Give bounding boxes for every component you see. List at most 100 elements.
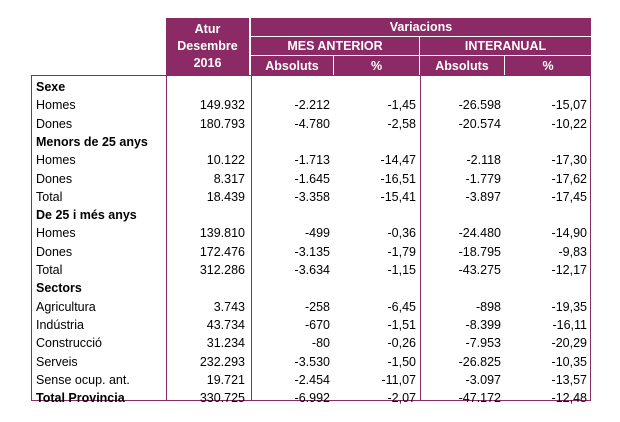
row-label: De 25 i més anys (36, 208, 137, 223)
var-mes-pct-cell: -1,15 (387, 263, 417, 277)
column-divider (251, 76, 252, 400)
atur-value-cell: 139.810 (199, 226, 245, 241)
var-mes-absoluts-cell: -3.530 (294, 354, 330, 369)
var-mes-absoluts-cell: -1.713 (294, 153, 330, 168)
row-label: Total (36, 263, 63, 277)
table-row: Indústria 43.734 -670 -1,51 -8.399 -16,11 (32, 316, 590, 334)
atur-value-cell: 3.743 (213, 299, 245, 314)
var-interanual-absoluts-cell: -3.097 (465, 372, 501, 387)
row-label: Total Provincia (36, 391, 125, 406)
row-label: Sectors (36, 281, 82, 296)
var-interanual-pct-cell: -12,48 (551, 391, 587, 406)
col-header-pct-interanual: % (505, 56, 591, 75)
var-mes-absoluts-cell: -80 (311, 336, 330, 351)
var-interanual-pct-cell: -20,29 (551, 336, 587, 351)
var-mes-pct-cell: -11,07 (381, 372, 416, 387)
table-row: Homes 149.932 -2.212 -1,45 -26.598 -15,07 (32, 96, 590, 114)
var-mes-absoluts-cell: -1.645 (294, 171, 330, 186)
row-label: Indústria (36, 317, 84, 332)
var-interanual-pct-cell: -10,22 (551, 116, 587, 131)
var-interanual-pct-cell: -17,45 (551, 189, 587, 204)
var-interanual-absoluts-cell: -26.598 (458, 98, 501, 113)
var-mes-absoluts-cell: -670 (304, 317, 330, 332)
table-row: Homes 139.810 -499 -0,36 -24.480 -14,90 (32, 224, 590, 242)
atur-value-cell: 8.317 (213, 171, 245, 186)
row-label: Homes (36, 226, 76, 241)
var-mes-pct-cell: -16,51 (380, 171, 416, 186)
var-mes-pct-cell: -14,47 (380, 153, 416, 168)
var-mes-pct-cell: -2,07 (387, 391, 417, 406)
row-label: Serveis (36, 354, 78, 369)
header-mes-anterior: MES ANTERIOR (251, 37, 419, 55)
var-interanual-absoluts-cell: -2.118 (466, 153, 501, 168)
table-row: Serveis 232.293 -3.530 -1,50 -26.825 -10,35 (32, 353, 590, 371)
var-mes-absoluts-cell: -3.358 (294, 189, 330, 204)
column-divider (166, 76, 167, 400)
atur-value-cell: 43.734 (206, 317, 245, 332)
atur-value-cell: 19.721 (206, 372, 245, 387)
row-label: Menors de 25 anys (36, 134, 148, 149)
var-mes-absoluts-cell: -2.212 (294, 98, 330, 113)
data-table: Sexe Homes 149.932 -2.212 -1,45 -26.598 -15,07… (31, 75, 591, 405)
row-label: Sense ocup. ant. (36, 372, 130, 387)
table-row: Sense ocup. ant. 19.721 -2.454 -11,07 -3.097… (32, 371, 590, 389)
atur-value-cell: 172.476 (199, 244, 245, 259)
var-interanual-pct-cell: -14,90 (551, 226, 587, 241)
var-interanual-absoluts-cell: -20.574 (458, 116, 501, 131)
atur-value-cell: 232.293 (199, 354, 245, 369)
row-label: Dones (36, 171, 73, 186)
section-header-row: Sexe (32, 78, 590, 96)
table-row: Homes 10.122 -1.713 -14,47 -2.118 -17,30 (32, 151, 590, 169)
row-label: Dones (36, 244, 73, 259)
header-atur-line1: Atur (194, 22, 221, 36)
var-mes-pct-cell: -1,50 (387, 354, 417, 369)
table-row: Dones 8.317 -1.645 -16,51 -1.779 -17,62 (32, 170, 590, 188)
row-label: Construcció (36, 336, 102, 351)
var-interanual-absoluts-cell: -24.480 (458, 226, 501, 241)
var-interanual-absoluts-cell: -8.399 (465, 317, 501, 332)
var-mes-pct-cell: -0,36 (387, 226, 417, 241)
var-interanual-absoluts-cell: -43.275 (458, 263, 501, 277)
total-row: Total Provincia 330.725 -6.992 -2,07 -47.172… (32, 389, 590, 407)
var-interanual-absoluts-cell: -898 (475, 299, 501, 314)
row-label: Homes (36, 153, 76, 168)
var-mes-absoluts-cell: -499 (304, 226, 330, 241)
var-interanual-pct-cell: -17,62 (551, 171, 587, 186)
var-interanual-pct-cell: -17,30 (551, 153, 587, 168)
row-label: Homes (36, 98, 76, 113)
table-row: Construcció 31.234 -80 -0,26 -7.953 -20,29 (32, 334, 590, 352)
var-interanual-absoluts-cell: -1.779 (465, 171, 501, 186)
var-mes-pct-cell: -1,79 (387, 244, 417, 259)
header-atur-line3: 2016 (193, 56, 222, 70)
row-label: Sexe (36, 80, 66, 94)
var-interanual-pct-cell: -16,11 (552, 317, 587, 332)
table-row: Dones 172.476 -3.135 -1,79 -18.795 -9,83 (32, 243, 590, 261)
table-row: Total 18.439 -3.358 -15,41 -3.897 -17,45 (32, 188, 590, 206)
header-variacions: Variacions (251, 18, 591, 36)
section-header-row: Sectors (32, 279, 590, 297)
row-label: Dones (36, 116, 73, 131)
header-interanual: INTERANUAL (420, 37, 591, 55)
section-header-row: De 25 i més anys (32, 206, 590, 224)
atur-value-cell: 31.234 (206, 336, 245, 351)
var-interanual-pct-cell: -19,35 (551, 299, 587, 314)
var-mes-absoluts-cell: -3.135 (294, 244, 330, 259)
var-mes-pct-cell: -0,26 (387, 336, 417, 351)
var-interanual-pct-cell: -15,07 (551, 98, 587, 113)
var-mes-absoluts-cell: -6.992 (294, 391, 330, 406)
var-interanual-pct-cell: -12,17 (551, 263, 587, 277)
var-interanual-pct-cell: -10,35 (551, 354, 587, 369)
table-row: Agricultura 3.743 -258 -6,45 -898 -19,35 (32, 298, 590, 316)
row-label: Agricultura (36, 299, 96, 314)
var-mes-absoluts-cell: -2.454 (294, 372, 330, 387)
var-mes-absoluts-cell: -4.780 (294, 116, 330, 131)
header-atur: Atur Desembre 2016 (166, 18, 249, 75)
column-divider (420, 76, 421, 400)
col-header-absoluts-interanual: Absoluts (420, 56, 504, 75)
atur-value-cell: 330.725 (199, 391, 245, 406)
atur-value-cell: 312.286 (199, 263, 245, 277)
atur-value-cell: 180.793 (199, 116, 245, 131)
header-atur-line2: Desembre (177, 39, 238, 53)
atur-value-cell: 10.122 (206, 153, 245, 168)
var-interanual-pct-cell: -9,83 (558, 244, 588, 259)
